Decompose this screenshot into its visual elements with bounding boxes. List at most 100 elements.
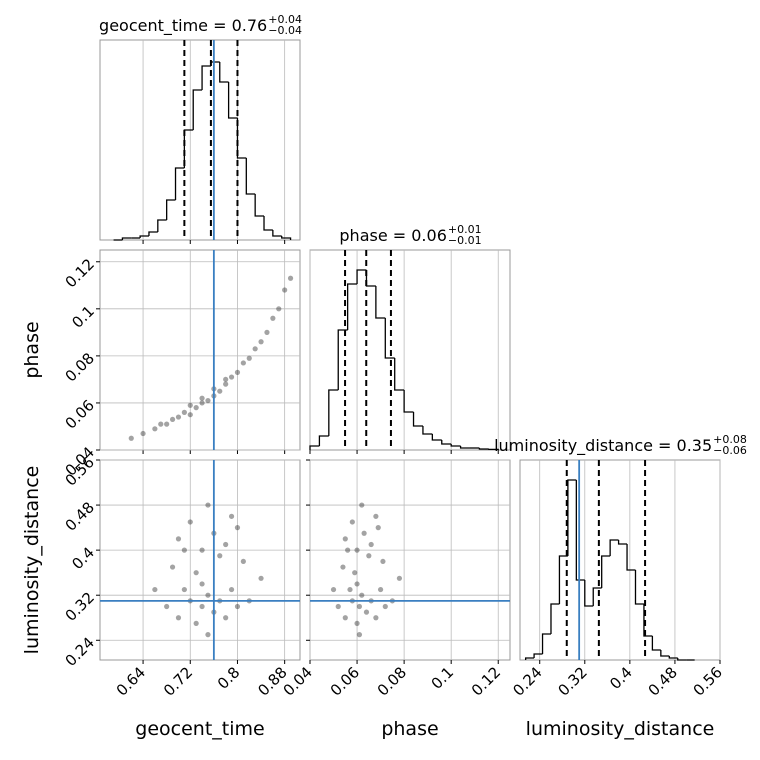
sample-point	[335, 603, 341, 610]
histogram-step	[201, 65, 211, 90]
sample-point	[223, 381, 229, 387]
histogram-step	[651, 636, 661, 651]
y-tick-label: 0.06	[62, 396, 98, 432]
histogram-step	[174, 167, 185, 200]
histogram-step	[346, 283, 358, 330]
sample-point	[199, 400, 205, 406]
sample-point	[345, 547, 351, 553]
sample-point	[199, 581, 205, 587]
histogram-step	[394, 358, 405, 391]
histogram-step	[183, 129, 194, 168]
sample-point	[205, 632, 211, 638]
histogram-step	[309, 445, 320, 450]
sample-point	[164, 421, 170, 427]
sample-point	[152, 586, 158, 593]
y-tick-label: 0.32	[62, 588, 98, 624]
sample-point	[158, 421, 164, 427]
histogram-step	[272, 230, 282, 237]
histogram-step	[459, 446, 470, 449]
sample-point	[354, 547, 360, 553]
title-plus: +0.04	[268, 13, 302, 26]
y-tick-label: 0.48	[62, 498, 98, 534]
sample-point	[193, 405, 199, 411]
histogram-step	[567, 479, 577, 556]
histogram-step	[550, 603, 560, 634]
y-axis-label: luminosity_distance	[21, 466, 43, 655]
title-minus: −0.01	[448, 234, 482, 247]
sample-point	[181, 409, 187, 415]
histogram-step	[575, 480, 585, 581]
sample-point	[199, 395, 205, 401]
sample-point	[187, 412, 193, 418]
histogram-step	[617, 540, 628, 545]
sample-point	[223, 615, 229, 621]
title-plus: +0.08	[713, 433, 747, 446]
sample-point	[354, 620, 360, 626]
histogram-step	[245, 158, 256, 195]
x-tick-label: 0.48	[645, 663, 681, 699]
x-axis-label: luminosity_distance	[526, 718, 715, 740]
sample-point	[217, 553, 223, 559]
sample-point	[282, 287, 288, 293]
panel-title: phase = 0.06	[339, 226, 446, 245]
x-tick-label: 0.8	[214, 663, 244, 693]
x-tick-label: 0.72	[160, 663, 196, 699]
x-tick-label: 0.04	[280, 663, 316, 699]
histogram-step	[634, 570, 644, 605]
x-tick-label: 0.08	[374, 663, 410, 699]
histogram-step	[403, 390, 414, 413]
sample-point	[199, 547, 205, 553]
histogram-step	[668, 656, 678, 659]
x-tick-label: 0.4	[606, 663, 636, 693]
panel-frame	[309, 459, 511, 661]
sample-point	[354, 581, 360, 587]
histogram-step	[365, 270, 376, 287]
sample-point	[377, 586, 384, 593]
y-tick-label: 0.12	[62, 255, 98, 291]
sample-point	[373, 615, 379, 621]
histogram-step	[375, 286, 386, 319]
histogram-step	[318, 435, 329, 446]
sample-point	[234, 525, 241, 531]
sample-point	[382, 603, 388, 610]
y-tick-label: 0.24	[62, 634, 98, 670]
histogram-step	[422, 426, 433, 435]
sample-point	[330, 586, 337, 593]
histogram-step	[356, 269, 367, 284]
histogram-step	[139, 235, 149, 238]
sample-point	[361, 530, 367, 536]
sample-point	[359, 592, 365, 598]
sample-point	[396, 575, 403, 581]
panel-frame	[99, 39, 301, 241]
x-tick-label: 0.06	[327, 663, 363, 699]
sample-point	[359, 502, 365, 508]
histogram-step	[558, 555, 568, 604]
histogram-step	[148, 231, 158, 236]
sample-point	[363, 609, 370, 615]
panel-frame	[519, 459, 721, 661]
title-minus: −0.06	[713, 444, 747, 457]
sample-point	[258, 575, 264, 581]
histogram-step	[384, 318, 395, 359]
histogram-step	[328, 389, 339, 436]
histogram-step	[601, 555, 611, 588]
sample-point	[342, 615, 348, 621]
panel-frame	[99, 459, 301, 661]
sample-point	[228, 513, 235, 519]
sample-point	[246, 355, 252, 361]
sample-point	[175, 615, 182, 621]
title-plus: +0.01	[448, 223, 482, 236]
histogram-step	[533, 653, 543, 658]
sample-point	[356, 603, 363, 610]
histogram-step	[281, 236, 292, 240]
x-axis-label: geocent_time	[135, 718, 264, 740]
y-axis-label: phase	[21, 321, 43, 378]
sample-point	[175, 414, 182, 420]
sample-point	[223, 376, 229, 383]
sample-point	[366, 553, 372, 559]
histogram-step	[660, 650, 670, 657]
sample-point	[352, 570, 358, 576]
sample-point	[181, 586, 187, 593]
histogram-step	[227, 82, 238, 119]
histogram-step	[450, 444, 461, 447]
